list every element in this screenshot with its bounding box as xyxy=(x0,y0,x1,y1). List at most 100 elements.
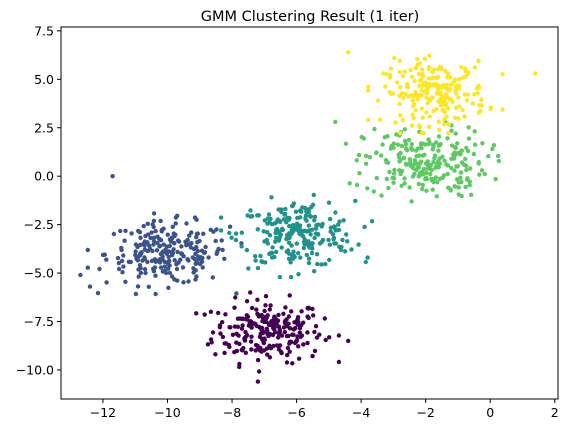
data-point-cluster-1 xyxy=(145,232,151,237)
data-point-cluster-4 xyxy=(433,75,439,81)
data-point-cluster-0 xyxy=(265,352,270,357)
data-point-cluster-3 xyxy=(402,127,407,132)
data-point-cluster-0 xyxy=(239,326,245,331)
data-point-cluster-3 xyxy=(429,178,435,183)
data-point-cluster-4 xyxy=(460,107,465,113)
data-point-cluster-2 xyxy=(306,210,311,215)
data-point-cluster-0 xyxy=(301,342,306,347)
data-point-cluster-3 xyxy=(425,159,430,164)
data-point-cluster-2 xyxy=(274,226,280,232)
data-point-cluster-1 xyxy=(116,266,122,272)
data-point-cluster-2 xyxy=(281,217,287,222)
data-point-cluster-3 xyxy=(391,141,396,146)
data-point-cluster-1 xyxy=(136,228,141,234)
data-point-cluster-4 xyxy=(453,105,459,111)
data-point-cluster-2 xyxy=(248,208,253,213)
data-point-cluster-3 xyxy=(464,163,469,169)
data-point-cluster-3 xyxy=(465,176,470,181)
data-point-cluster-0 xyxy=(284,360,290,365)
data-point-cluster-4 xyxy=(409,123,415,128)
data-point-cluster-1 xyxy=(151,218,157,223)
ticks-layer: −12 −10 −8 −6 −4 −2 0 2 −10.0 −7.5 −5.0 −2.5 0.0 2.5 5… xyxy=(16,23,559,420)
data-point-cluster-4 xyxy=(456,84,462,90)
data-point-cluster-4 xyxy=(533,71,538,76)
data-point-cluster-3 xyxy=(419,169,425,175)
data-point-cluster-2 xyxy=(353,198,358,204)
data-point-cluster-0 xyxy=(240,323,245,328)
data-point-cluster-0 xyxy=(287,326,293,331)
data-point-cluster-0 xyxy=(233,295,238,300)
data-point-cluster-2 xyxy=(266,212,272,217)
data-point-cluster-1 xyxy=(161,242,166,247)
data-point-cluster-4 xyxy=(464,98,470,103)
data-point-cluster-4 xyxy=(475,91,480,96)
data-point-cluster-2 xyxy=(337,219,342,224)
data-point-cluster-1 xyxy=(175,249,180,255)
data-point-cluster-0 xyxy=(310,353,315,359)
data-point-cluster-1 xyxy=(151,238,157,244)
data-point-cluster-1 xyxy=(180,265,186,270)
data-point-cluster-0 xyxy=(263,303,268,308)
data-point-cluster-3 xyxy=(442,158,447,163)
data-point-cluster-2 xyxy=(299,209,304,214)
data-point-cluster-2 xyxy=(327,242,333,247)
data-point-cluster-0 xyxy=(271,325,276,331)
data-point-cluster-3 xyxy=(437,161,443,166)
data-point-cluster-4 xyxy=(479,97,484,102)
data-point-cluster-2 xyxy=(315,231,321,237)
data-point-cluster-2 xyxy=(314,252,320,257)
data-point-cluster-3 xyxy=(430,142,436,148)
data-point-cluster-2 xyxy=(320,237,326,243)
data-point-cluster-1 xyxy=(166,285,171,290)
data-point-cluster-4 xyxy=(462,114,467,119)
data-point-cluster-2 xyxy=(233,231,239,236)
data-point-cluster-3 xyxy=(441,173,447,178)
data-point-cluster-1 xyxy=(179,244,184,249)
data-point-cluster-2 xyxy=(291,201,297,206)
data-point-cluster-2 xyxy=(345,239,350,244)
data-point-cluster-3 xyxy=(438,142,443,147)
data-point-cluster-2 xyxy=(298,255,303,260)
data-point-cluster-3 xyxy=(445,171,450,177)
data-point-cluster-2 xyxy=(312,235,317,241)
data-point-cluster-0 xyxy=(248,339,254,344)
data-point-cluster-1 xyxy=(142,256,147,262)
data-point-cluster-1 xyxy=(110,174,115,179)
data-point-cluster-2 xyxy=(287,235,292,241)
data-point-cluster-1 xyxy=(151,242,156,247)
data-point-cluster-0 xyxy=(283,305,288,310)
y-tick-label: 7.5 xyxy=(34,23,54,38)
data-point-cluster-0 xyxy=(259,325,265,331)
data-point-cluster-3 xyxy=(451,155,457,160)
data-point-cluster-2 xyxy=(312,214,318,219)
data-point-cluster-2 xyxy=(369,219,375,224)
y-tick-label: 2.5 xyxy=(34,120,54,135)
data-point-cluster-4 xyxy=(426,66,432,72)
data-point-cluster-4 xyxy=(390,91,396,96)
data-point-cluster-1 xyxy=(172,241,177,246)
x-tick-label: 2 xyxy=(551,405,559,420)
data-point-cluster-2 xyxy=(307,245,312,250)
data-point-cluster-0 xyxy=(234,348,240,354)
data-point-cluster-1 xyxy=(166,254,171,260)
data-point-cluster-1 xyxy=(157,243,163,249)
data-point-cluster-0 xyxy=(327,335,332,340)
data-point-cluster-0 xyxy=(230,332,236,337)
data-point-cluster-3 xyxy=(402,181,407,186)
data-point-cluster-0 xyxy=(267,355,273,360)
data-point-cluster-1 xyxy=(197,261,203,267)
x-tick-label: −2 xyxy=(416,405,434,420)
data-point-cluster-2 xyxy=(218,228,224,233)
data-point-cluster-4 xyxy=(442,122,447,127)
data-point-cluster-3 xyxy=(391,176,397,181)
data-point-cluster-3 xyxy=(453,184,458,189)
data-point-cluster-1 xyxy=(155,240,160,246)
data-point-cluster-4 xyxy=(430,70,435,75)
data-point-cluster-0 xyxy=(267,331,273,337)
data-point-cluster-0 xyxy=(268,303,273,308)
data-point-cluster-4 xyxy=(410,97,415,103)
data-point-cluster-3 xyxy=(430,187,435,192)
data-point-cluster-0 xyxy=(265,328,270,334)
data-point-cluster-0 xyxy=(336,333,342,338)
